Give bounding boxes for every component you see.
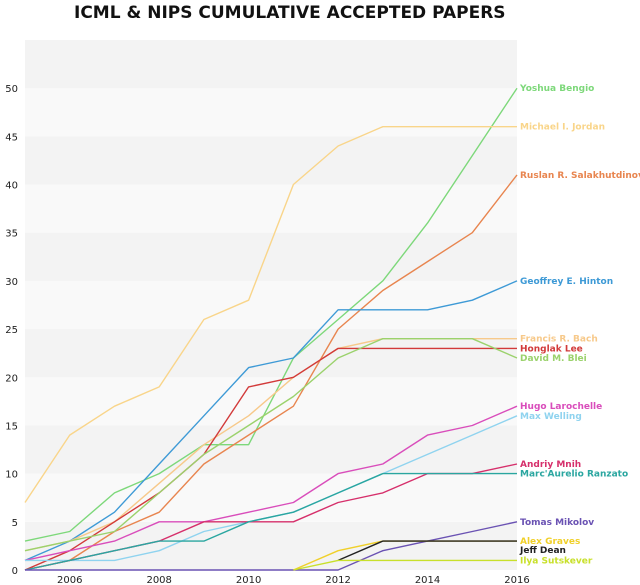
series-end-label: Max Welling — [520, 412, 582, 422]
series-line-6 — [24, 338, 518, 552]
x-axis-ticks: 2006 2008 2010 2012 2014 2016 — [57, 575, 530, 585]
series-line-3 — [24, 280, 518, 562]
y-tick-label: 30 — [5, 277, 18, 288]
grid-band — [25, 232, 517, 281]
grid-band — [25, 280, 517, 330]
x-tick-label: 2016 — [504, 575, 529, 585]
grid-band — [25, 136, 517, 185]
grid-band — [25, 88, 517, 137]
series-end-label: Honglak Lee — [520, 344, 583, 354]
y-tick-label: 50 — [5, 84, 18, 95]
grid-band — [25, 521, 517, 570]
series-end-label: Hugo Larochelle — [520, 402, 602, 412]
series-end-label: Michael I. Jordan — [520, 123, 605, 133]
series-end-label: Andriy Mnih — [520, 460, 581, 470]
series-end-label: Jeff Dean — [519, 546, 566, 556]
series-end-label: Ilya Sutskever — [520, 556, 593, 566]
series-end-label: Tomas Mikolov — [520, 518, 594, 528]
series-line-5 — [24, 347, 517, 571]
grid-band — [25, 329, 517, 378]
x-tick-label: 2014 — [415, 575, 440, 585]
chart-title: ICML & NIPS CUMULATIVE ACCEPTED PAPERS — [74, 3, 506, 23]
series-end-label: Geoffrey E. Hinton — [520, 277, 613, 287]
series-lines — [24, 87, 518, 571]
y-tick-label: 10 — [5, 470, 18, 481]
x-tick-label: 2012 — [325, 575, 350, 585]
grid-band — [25, 473, 517, 522]
y-tick-label: 35 — [5, 229, 18, 240]
y-axis-ticks: 0 5 10 15 20 25 30 35 40 45 50 — [5, 84, 18, 577]
series-line-2 — [24, 174, 518, 571]
series-line-13 — [337, 540, 517, 562]
x-tick-label: 2006 — [57, 575, 82, 585]
y-tick-label: 25 — [5, 325, 18, 336]
y-tick-label: 5 — [12, 518, 18, 529]
grid-band — [25, 184, 517, 233]
series-end-labels: Yoshua Bengio Michael I. Jordan Ruslan R. … — [519, 84, 640, 566]
series-end-label: Francis R. Bach — [520, 335, 598, 345]
series-end-label: Alex Graves — [520, 537, 580, 547]
y-tick-label: 0 — [12, 566, 18, 577]
x-tick-label: 2008 — [146, 575, 171, 585]
grid-band — [25, 425, 517, 474]
y-tick-label: 15 — [5, 421, 18, 432]
x-tick-label: 2010 — [236, 575, 261, 585]
y-tick-label: 45 — [5, 132, 18, 143]
series-end-label: Ruslan R. Salakhutdinov — [520, 171, 640, 181]
y-tick-label: 40 — [5, 181, 18, 192]
series-line-11 — [25, 521, 518, 571]
series-line-14 — [293, 559, 517, 571]
series-line-7 — [24, 405, 518, 562]
series-end-label: Yoshua Bengio — [519, 84, 594, 94]
series-end-label: Marc'Aurelio Ranzato — [520, 470, 628, 480]
series-line-0 — [24, 87, 518, 542]
series-end-label: David M. Blei — [520, 354, 587, 364]
y-tick-label: 20 — [5, 373, 18, 384]
series-line-10 — [24, 472, 517, 571]
grid-band — [25, 40, 517, 89]
grid-bands — [25, 40, 517, 570]
series-line-1 — [24, 125, 517, 503]
